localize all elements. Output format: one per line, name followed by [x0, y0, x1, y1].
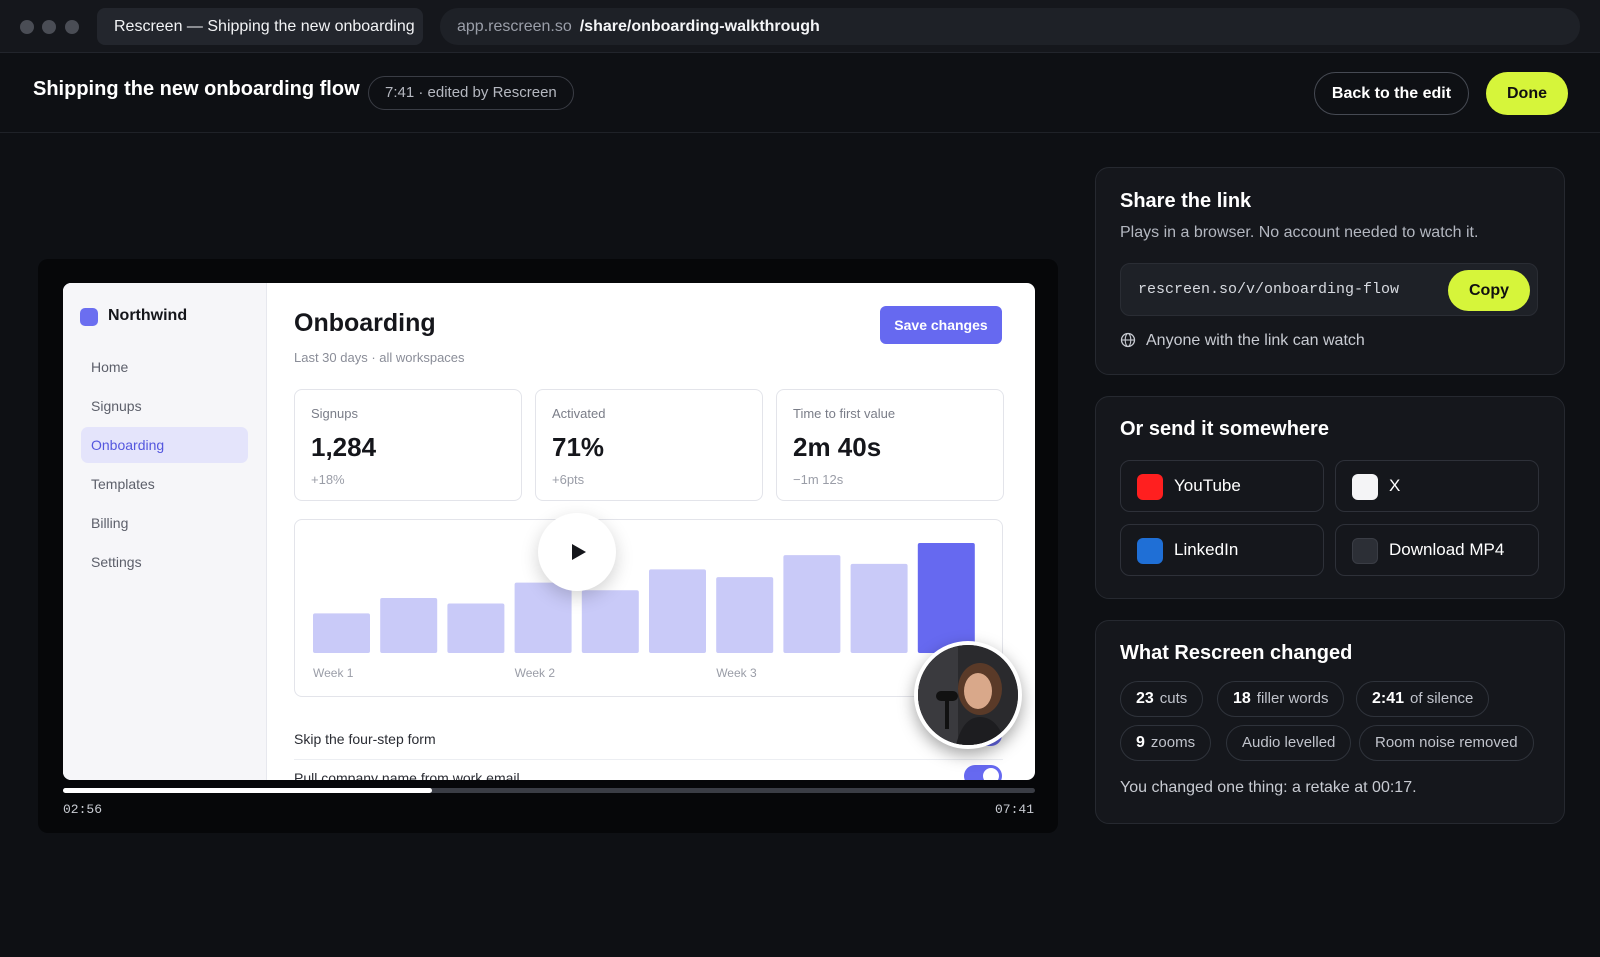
globe-icon [1120, 332, 1136, 348]
change-chip-noise: Room noise removed [1359, 725, 1534, 761]
presenter-webcam-avatar [914, 641, 1022, 749]
destination-label: LinkedIn [1174, 540, 1239, 559]
sidebar-item-billing: Billing [91, 515, 129, 531]
change-chip-filler-words: 18 filler words [1217, 681, 1345, 717]
stat-delta: +6pts [552, 472, 585, 487]
stat-label: Signups [311, 406, 358, 421]
stat-delta: −1m 12s [793, 472, 844, 487]
video-progress-bar[interactable] [63, 788, 1035, 793]
setting-row-label: Skip the four-step form [294, 731, 436, 747]
northwind-logo-icon [80, 308, 98, 326]
change-chip-audio: Audio levelled [1226, 725, 1352, 761]
destination-label: X [1389, 476, 1401, 495]
chart-bar [514, 582, 572, 653]
chart-bar [447, 603, 505, 653]
setting-row-label: Pull company name from work email [294, 770, 520, 780]
app-brand-name: Northwind [108, 307, 188, 324]
duration-edited-badge: 7:41 · edited by Rescreen [368, 76, 574, 110]
x-tick-label: Week 2 [515, 666, 556, 680]
sidebar-item-settings: Settings [91, 554, 142, 570]
weekly-bar-chart: Week 1 Week 2 Week 3 [294, 519, 1003, 697]
link-visibility-label: Anyone with the link can watch [1146, 332, 1365, 349]
chart-bar [313, 613, 370, 653]
share-link-field[interactable]: rescreen.so/v/onboarding-flow Copy [1120, 263, 1538, 316]
chart-bar [716, 577, 774, 653]
sidebar-item-templates: Templates [91, 476, 155, 492]
stat-label: Activated [552, 406, 606, 421]
x-icon [1352, 474, 1378, 500]
save-changes-button: Save changes [880, 306, 1002, 344]
destination-label: YouTube [1174, 476, 1241, 495]
stat-card-time-to-value: Time to first value 2m 40s −1m 12s [776, 389, 1004, 501]
done-button[interactable]: Done [1486, 72, 1568, 115]
app-content: Onboarding Last 30 days · all workspaces… [267, 283, 1035, 780]
total-duration: 07:41 [995, 802, 1035, 817]
change-chip-zooms: 9 zooms [1120, 725, 1212, 761]
page-header: Shipping the new onboarding flow 7:41 · … [0, 54, 1600, 133]
current-time: 02:56 [63, 802, 103, 817]
browser-chrome: Rescreen — Shipping the new onboarding a… [0, 0, 1600, 53]
address-bar[interactable]: app.rescreen.so/share/onboarding-walkthr… [440, 8, 1580, 45]
send-destinations-card: Or send it somewhere YouTube X LinkedIn … [1095, 396, 1565, 599]
toggle-switch [964, 765, 1002, 780]
chart-bar [917, 543, 975, 653]
youtube-destination-button[interactable]: YouTube [1120, 460, 1324, 512]
window-minimize-dot[interactable] [42, 20, 56, 34]
share-link-text[interactable]: rescreen.so/v/onboarding-flow [1138, 281, 1400, 298]
linkedin-icon [1137, 538, 1163, 564]
changes-card-title: What Rescreen changed [1120, 642, 1353, 664]
onboarding-subtitle: Last 30 days · all workspaces [294, 350, 465, 365]
stat-card-signups: Signups 1,284 +18% [294, 389, 522, 501]
rescreen-changes-card: What Rescreen changed 23 cuts 18 filler wo… [1095, 620, 1565, 824]
linkedin-destination-button[interactable]: LinkedIn [1120, 524, 1324, 576]
destination-label: Download MP4 [1389, 540, 1505, 559]
back-to-edit-button[interactable]: Back to the edit [1314, 72, 1469, 115]
stat-value: 2m 40s [793, 432, 882, 462]
share-card-description: Plays in a browser. No account needed to… [1120, 224, 1479, 241]
copy-link-button[interactable]: Copy [1448, 270, 1530, 311]
bar-chart-svg: Week 1 Week 2 Week 3 [313, 543, 975, 680]
sidebar-item-home: Home [91, 359, 129, 375]
onboarding-title: Onboarding [294, 309, 436, 337]
share-link-card: Share the link Plays in a browser. No ac… [1095, 167, 1565, 375]
change-chip-cuts: 23 cuts [1120, 681, 1204, 717]
youtube-icon [1137, 474, 1163, 500]
change-chip-silence: 2:41 of silence [1356, 681, 1490, 717]
x-destination-button[interactable]: X [1335, 460, 1539, 512]
stat-label: Time to first value [793, 406, 896, 421]
sidebar-item-signups: Signups [91, 398, 142, 414]
chart-bar [783, 555, 841, 653]
page-title: Shipping the new onboarding flow [33, 78, 360, 100]
chart-bar [380, 598, 438, 653]
window-maximize-dot[interactable] [65, 20, 79, 34]
stat-value: 1,284 [311, 432, 377, 462]
send-card-title: Or send it somewhere [1120, 418, 1329, 440]
app-sidebar: Northwind Home Signups Onboarding Templa… [63, 283, 267, 780]
download-icon [1352, 538, 1378, 564]
play-button[interactable] [538, 513, 616, 591]
url-host: app.rescreen.so [457, 18, 572, 35]
url-path: /share/onboarding-walkthrough [579, 18, 820, 35]
sidebar-item-onboarding: Onboarding [81, 427, 248, 463]
chart-bar [581, 590, 639, 653]
presenter-photo-icon [918, 645, 1018, 745]
play-icon [572, 544, 586, 560]
share-card-title: Share the link [1120, 190, 1252, 212]
video-frame[interactable]: Northwind Home Signups Onboarding Templa… [63, 283, 1035, 780]
video-progress-fill [63, 788, 433, 793]
changes-note: You changed one thing: a retake at 00:17… [1120, 779, 1417, 796]
stat-card-activated: Activated 71% +6pts [535, 389, 763, 501]
x-tick-label: Week 3 [716, 666, 757, 680]
row-divider [294, 759, 1003, 760]
chart-bar [649, 569, 706, 653]
window-close-dot[interactable] [20, 20, 34, 34]
x-tick-label: Week 1 [313, 666, 354, 680]
chart-bar [850, 563, 908, 653]
browser-tab[interactable]: Rescreen — Shipping the new onboarding [97, 8, 423, 45]
link-visibility[interactable]: Anyone with the link can watch [1120, 332, 1365, 350]
stat-value: 71% [552, 432, 605, 462]
stat-delta: +18% [311, 472, 345, 487]
download-mp4-button[interactable]: Download MP4 [1335, 524, 1539, 576]
